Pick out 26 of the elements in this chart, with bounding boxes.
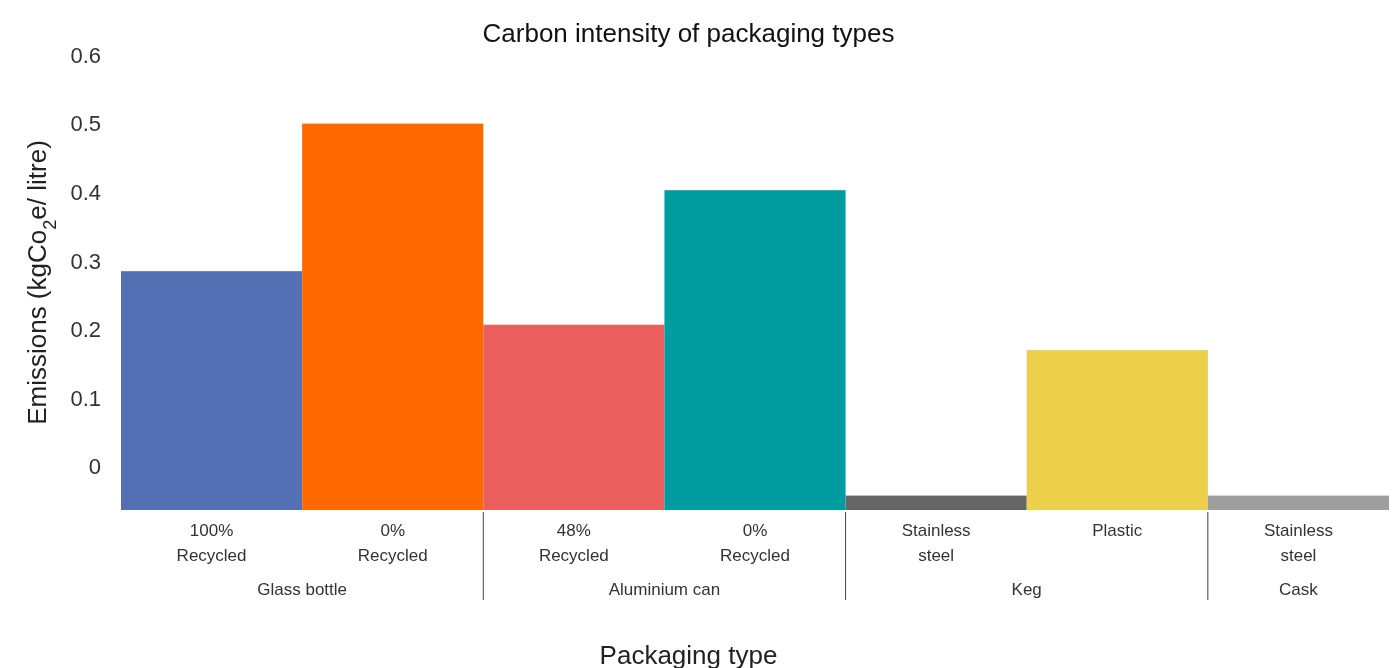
chart-title: Carbon intensity of packaging types <box>482 18 895 48</box>
text: Aluminium can <box>608 580 721 599</box>
x-tick-label: 48% Recycled <box>538 521 609 565</box>
y-tick-label: 0.2 <box>70 317 101 343</box>
x-tick-label: 0% Recycled <box>357 521 428 565</box>
text: Keg <box>1011 580 1042 599</box>
y-tick-label: 0.6 <box>70 42 101 68</box>
x-tick-label: Stainless steel <box>1263 521 1333 565</box>
text: Glass bottle <box>257 580 348 599</box>
text: Cask <box>1279 580 1319 599</box>
y-tick-label: 0.4 <box>70 179 101 205</box>
x-tick-label: 100% Recycled <box>176 521 247 565</box>
bar <box>483 324 665 510</box>
bar <box>1026 350 1208 510</box>
bar <box>121 271 303 510</box>
y-tick-label: 0.5 <box>70 111 101 137</box>
x-tick-label: Stainless steel <box>901 521 971 565</box>
bar <box>302 123 484 510</box>
x-tick-label: Plastic <box>1092 521 1143 540</box>
y-tick-label: 0.3 <box>70 248 101 274</box>
y-tick-label: 0 <box>88 454 101 480</box>
bar <box>1207 495 1389 510</box>
x-tick-label: 0% Recycled <box>720 521 790 565</box>
bar <box>664 190 846 510</box>
y-tick-label: 0.1 <box>70 385 101 411</box>
bar <box>845 495 1027 510</box>
